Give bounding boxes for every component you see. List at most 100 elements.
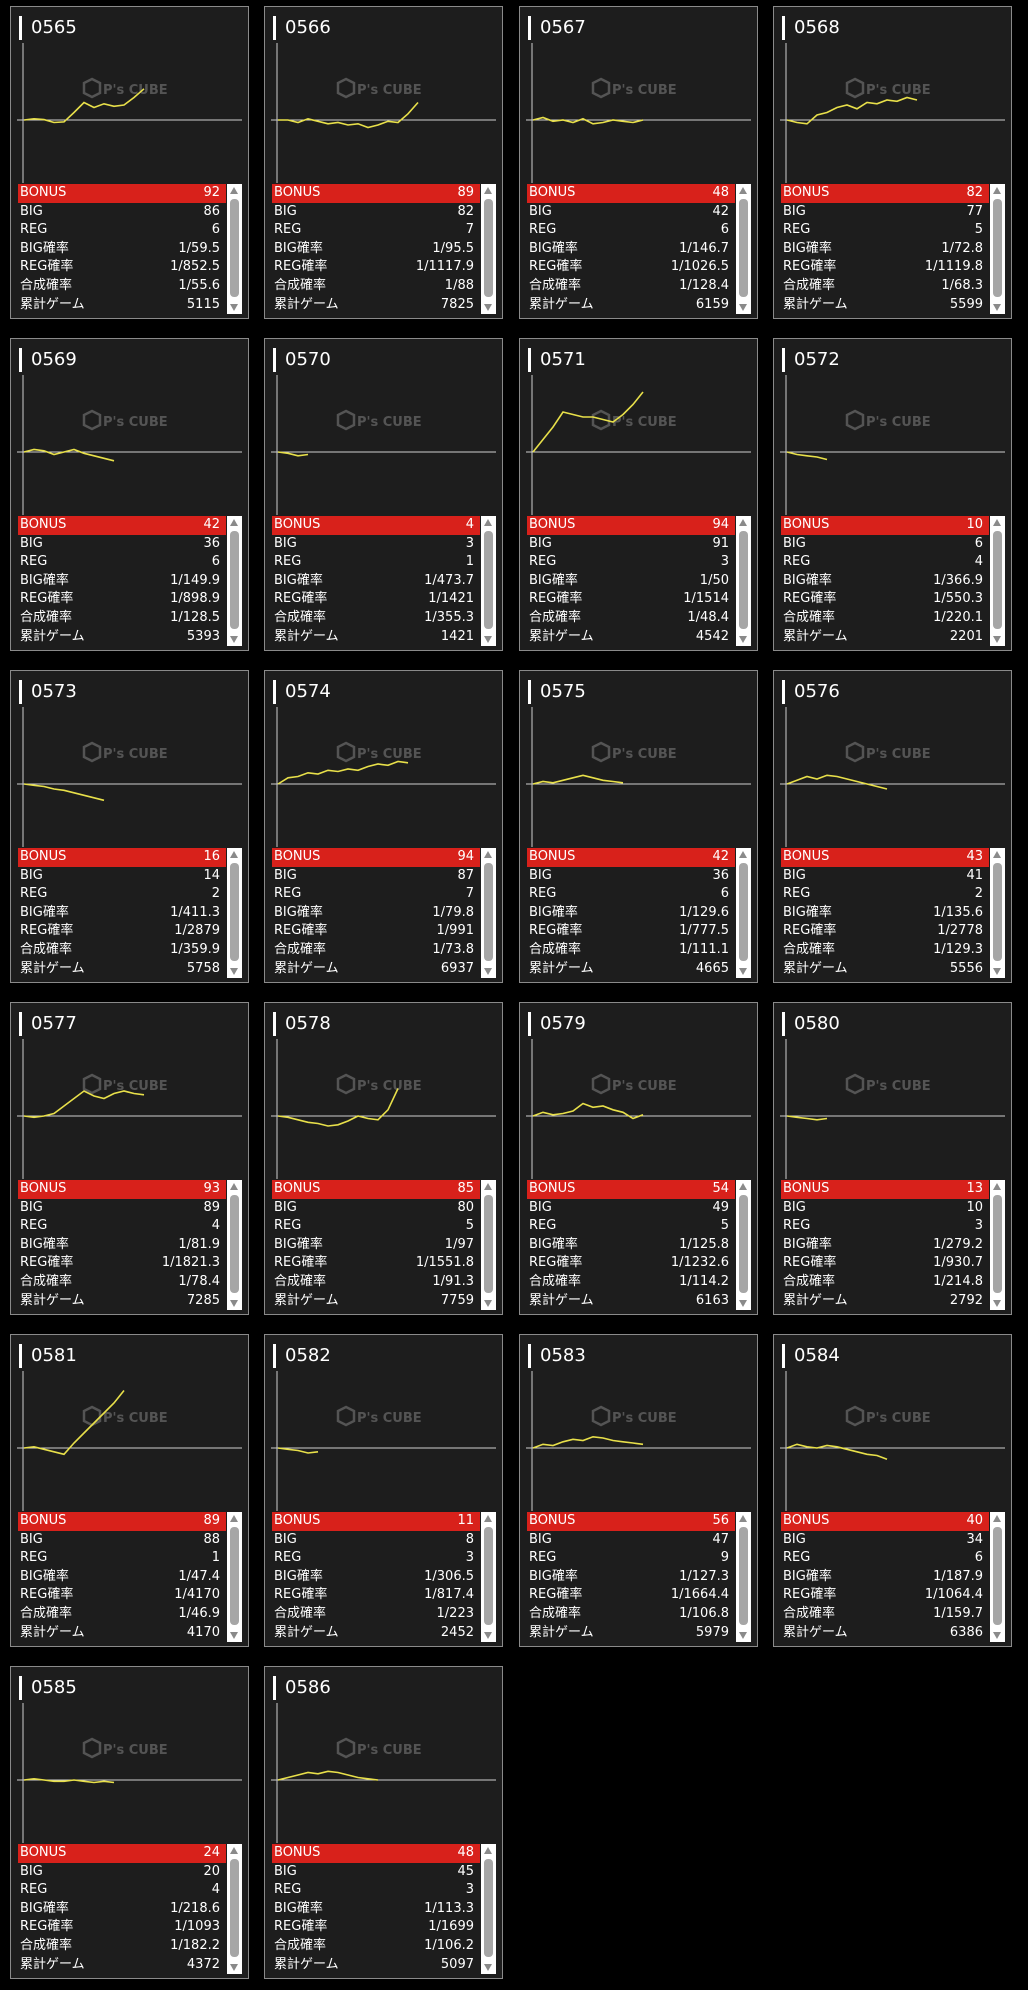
- machine-card[interactable]: 0571 P's CUBE BONUS 94 BIG 91 REG 3 BIG確…: [519, 338, 758, 651]
- scroll-thumb[interactable]: [739, 199, 748, 297]
- machine-number[interactable]: 0579: [528, 1012, 586, 1036]
- machine-number[interactable]: 0582: [273, 1344, 331, 1368]
- stats-scrollbar[interactable]: [736, 848, 751, 978]
- scroll-down-arrow-icon[interactable]: [993, 636, 1001, 643]
- machine-number[interactable]: 0575: [528, 680, 586, 704]
- scroll-up-arrow-icon[interactable]: [484, 1847, 492, 1854]
- machine-number[interactable]: 0577: [19, 1012, 77, 1036]
- scroll-up-arrow-icon[interactable]: [484, 1515, 492, 1522]
- machine-number[interactable]: 0574: [273, 680, 331, 704]
- scroll-down-arrow-icon[interactable]: [230, 304, 238, 311]
- machine-card[interactable]: 0586 P's CUBE BONUS 48 BIG 45 REG 3 BIG確…: [264, 1666, 503, 1979]
- machine-card[interactable]: 0582 P's CUBE BONUS 11 BIG 8 REG 3 BIG確率…: [264, 1334, 503, 1647]
- scroll-thumb[interactable]: [484, 863, 493, 961]
- stats-scrollbar[interactable]: [990, 1512, 1005, 1642]
- scroll-down-arrow-icon[interactable]: [739, 1300, 747, 1307]
- machine-card[interactable]: 0578 P's CUBE BONUS 85 BIG 80 REG 5 BIG確…: [264, 1002, 503, 1315]
- stats-scrollbar[interactable]: [481, 184, 496, 314]
- stats-scrollbar[interactable]: [481, 1844, 496, 1974]
- machine-number[interactable]: 0570: [273, 348, 331, 372]
- scroll-thumb[interactable]: [230, 1195, 239, 1293]
- stats-scrollbar[interactable]: [227, 1844, 242, 1974]
- scroll-down-arrow-icon[interactable]: [230, 636, 238, 643]
- stats-scrollbar[interactable]: [736, 1512, 751, 1642]
- machine-number[interactable]: 0567: [528, 16, 586, 40]
- scroll-down-arrow-icon[interactable]: [484, 968, 492, 975]
- scroll-up-arrow-icon[interactable]: [230, 187, 238, 194]
- machine-number[interactable]: 0568: [782, 16, 840, 40]
- stats-scrollbar[interactable]: [990, 516, 1005, 646]
- stats-scrollbar[interactable]: [227, 1512, 242, 1642]
- scroll-down-arrow-icon[interactable]: [484, 1300, 492, 1307]
- scroll-up-arrow-icon[interactable]: [484, 187, 492, 194]
- machine-number[interactable]: 0585: [19, 1676, 77, 1700]
- scroll-up-arrow-icon[interactable]: [993, 851, 1001, 858]
- machine-number[interactable]: 0583: [528, 1344, 586, 1368]
- scroll-thumb[interactable]: [739, 1527, 748, 1625]
- machine-number[interactable]: 0569: [19, 348, 77, 372]
- stats-scrollbar[interactable]: [736, 1180, 751, 1310]
- machine-number[interactable]: 0584: [782, 1344, 840, 1368]
- scroll-thumb[interactable]: [484, 1859, 493, 1957]
- stats-scrollbar[interactable]: [227, 516, 242, 646]
- machine-number[interactable]: 0581: [19, 1344, 77, 1368]
- scroll-up-arrow-icon[interactable]: [484, 519, 492, 526]
- machine-card[interactable]: 0581 P's CUBE BONUS 89 BIG 88 REG 1 BIG確…: [10, 1334, 249, 1647]
- machine-card[interactable]: 0570 P's CUBE BONUS 4 BIG 3 REG 1 BIG確率 …: [264, 338, 503, 651]
- scroll-thumb[interactable]: [484, 199, 493, 297]
- scroll-up-arrow-icon[interactable]: [993, 519, 1001, 526]
- machine-card[interactable]: 0585 P's CUBE BONUS 24 BIG 20 REG 4 BIG確…: [10, 1666, 249, 1979]
- scroll-down-arrow-icon[interactable]: [484, 1632, 492, 1639]
- machine-number[interactable]: 0573: [19, 680, 77, 704]
- stats-scrollbar[interactable]: [227, 848, 242, 978]
- stats-scrollbar[interactable]: [736, 516, 751, 646]
- machine-number[interactable]: 0576: [782, 680, 840, 704]
- scroll-up-arrow-icon[interactable]: [739, 1183, 747, 1190]
- machine-number[interactable]: 0580: [782, 1012, 840, 1036]
- scroll-down-arrow-icon[interactable]: [230, 1300, 238, 1307]
- machine-card[interactable]: 0573 P's CUBE BONUS 16 BIG 14 REG 2 BIG確…: [10, 670, 249, 983]
- scroll-thumb[interactable]: [230, 863, 239, 961]
- scroll-up-arrow-icon[interactable]: [993, 187, 1001, 194]
- machine-card[interactable]: 0568 P's CUBE BONUS 82 BIG 77 REG 5 BIG確…: [773, 6, 1012, 319]
- machine-card[interactable]: 0575 P's CUBE BONUS 42 BIG 36 REG 6 BIG確…: [519, 670, 758, 983]
- machine-card[interactable]: 0579 P's CUBE BONUS 54 BIG 49 REG 5 BIG確…: [519, 1002, 758, 1315]
- scroll-up-arrow-icon[interactable]: [739, 851, 747, 858]
- scroll-up-arrow-icon[interactable]: [739, 1515, 747, 1522]
- stats-scrollbar[interactable]: [990, 1180, 1005, 1310]
- scroll-down-arrow-icon[interactable]: [484, 304, 492, 311]
- machine-card[interactable]: 0566 P's CUBE BONUS 89 BIG 82 REG 7 BIG確…: [264, 6, 503, 319]
- stats-scrollbar[interactable]: [481, 1180, 496, 1310]
- stats-scrollbar[interactable]: [990, 848, 1005, 978]
- scroll-down-arrow-icon[interactable]: [484, 636, 492, 643]
- scroll-down-arrow-icon[interactable]: [993, 304, 1001, 311]
- machine-card[interactable]: 0569 P's CUBE BONUS 42 BIG 36 REG 6 BIG確…: [10, 338, 249, 651]
- scroll-down-arrow-icon[interactable]: [230, 1632, 238, 1639]
- machine-card[interactable]: 0565 P's CUBE BONUS 92 BIG 86 REG 6 BIG確…: [10, 6, 249, 319]
- scroll-down-arrow-icon[interactable]: [993, 968, 1001, 975]
- machine-card[interactable]: 0574 P's CUBE BONUS 94 BIG 87 REG 7 BIG確…: [264, 670, 503, 983]
- stats-scrollbar[interactable]: [481, 516, 496, 646]
- machine-number[interactable]: 0565: [19, 16, 77, 40]
- scroll-up-arrow-icon[interactable]: [484, 851, 492, 858]
- scroll-up-arrow-icon[interactable]: [484, 1183, 492, 1190]
- machine-card[interactable]: 0577 P's CUBE BONUS 93 BIG 89 REG 4 BIG確…: [10, 1002, 249, 1315]
- scroll-thumb[interactable]: [230, 1859, 239, 1957]
- stats-scrollbar[interactable]: [990, 184, 1005, 314]
- machine-card[interactable]: 0572 P's CUBE BONUS 10 BIG 6 REG 4 BIG確率…: [773, 338, 1012, 651]
- stats-scrollbar[interactable]: [736, 184, 751, 314]
- stats-scrollbar[interactable]: [227, 1180, 242, 1310]
- scroll-thumb[interactable]: [230, 531, 239, 629]
- scroll-up-arrow-icon[interactable]: [739, 519, 747, 526]
- scroll-up-arrow-icon[interactable]: [230, 1515, 238, 1522]
- scroll-thumb[interactable]: [484, 1527, 493, 1625]
- scroll-down-arrow-icon[interactable]: [993, 1632, 1001, 1639]
- scroll-down-arrow-icon[interactable]: [739, 636, 747, 643]
- scroll-thumb[interactable]: [993, 1195, 1002, 1293]
- scroll-thumb[interactable]: [484, 1195, 493, 1293]
- stats-scrollbar[interactable]: [481, 848, 496, 978]
- machine-number[interactable]: 0566: [273, 16, 331, 40]
- scroll-up-arrow-icon[interactable]: [230, 1183, 238, 1190]
- scroll-thumb[interactable]: [993, 863, 1002, 961]
- scroll-down-arrow-icon[interactable]: [739, 304, 747, 311]
